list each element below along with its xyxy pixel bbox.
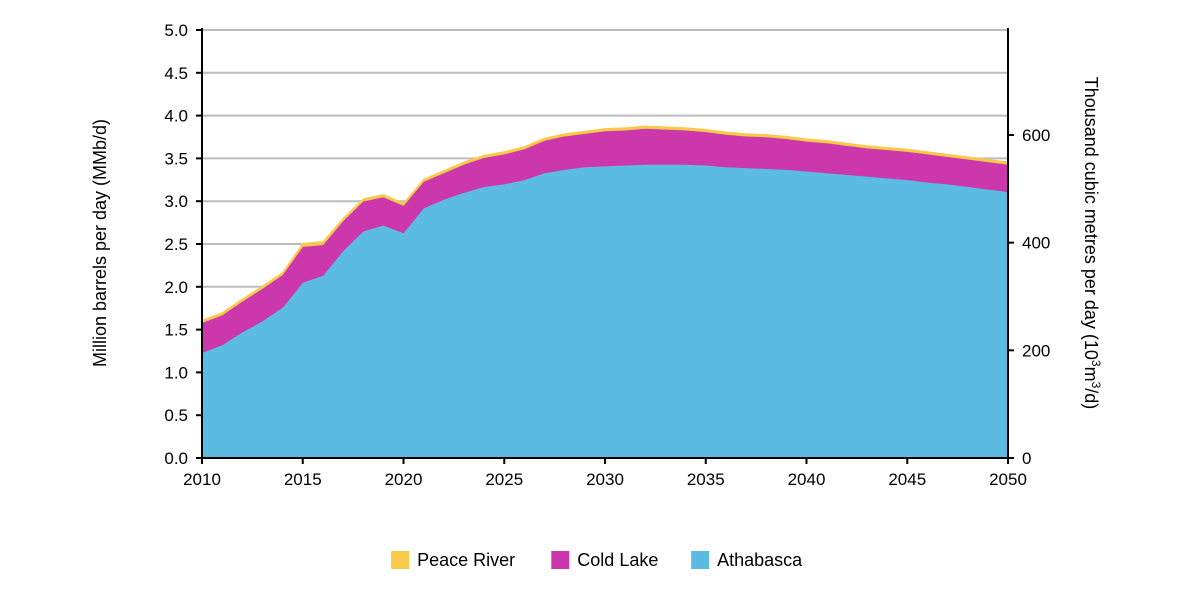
y-axis-ticks: 0.0 0.5 1.0 1.5 2.0 2.5 3.0 3.5 4.0 4.5 5.0 <box>164 21 202 468</box>
y-tick-label: 1.0 <box>164 363 188 382</box>
x-tick-label: 2010 <box>183 470 221 489</box>
y-tick-label: 0.5 <box>164 406 188 425</box>
y-tick-label: 2.0 <box>164 278 188 297</box>
y-tick-label: 5.0 <box>164 21 188 40</box>
y-tick-label: 3.0 <box>164 192 188 211</box>
legend-item-cold-lake: Cold Lake <box>551 550 658 570</box>
legend-swatch <box>391 551 410 569</box>
right-tick-label: 600 <box>1022 126 1050 145</box>
x-tick-label: 2020 <box>385 470 423 489</box>
y-tick-label: 2.5 <box>164 235 188 254</box>
right-tick-label: 0 <box>1022 449 1031 468</box>
y-tick-label: 0.0 <box>164 449 188 468</box>
x-tick-label: 2015 <box>284 470 322 489</box>
legend-label: Peace River <box>417 550 515 570</box>
y-tick-label: 3.5 <box>164 149 188 168</box>
right-axis-title: Thousand cubic metres per day (103​m3​/d… <box>1081 77 1103 410</box>
x-tick-label: 2030 <box>586 470 624 489</box>
legend-item-athabasca: Athabasca <box>691 550 803 570</box>
legend-label: Athabasca <box>717 550 803 570</box>
x-tick-label: 2035 <box>687 470 725 489</box>
x-tick-label: 2045 <box>888 470 926 489</box>
x-tick-label: 2025 <box>485 470 523 489</box>
right-axis-ticks: 0 200 400 600 <box>1008 126 1050 468</box>
y-axis-title: Million barrels per day (MMb/d) <box>90 119 110 367</box>
x-axis-ticks: 2010 2015 2020 2025 2030 2035 2040 2045 2050 <box>183 458 1027 489</box>
legend-label: Cold Lake <box>577 550 658 570</box>
plot-areas <box>201 125 1009 459</box>
y-tick-label: 1.5 <box>164 321 188 340</box>
legend-item-peace-river: Peace River <box>391 550 515 570</box>
legend-swatch <box>551 551 570 569</box>
x-tick-label: 2050 <box>989 470 1027 489</box>
legend-swatch <box>691 551 710 569</box>
y-tick-label: 4.5 <box>164 64 188 83</box>
legend: Peace River Cold Lake Athabasca <box>391 550 803 570</box>
x-tick-label: 2040 <box>788 470 826 489</box>
right-tick-label: 200 <box>1022 341 1050 360</box>
right-tick-label: 400 <box>1022 234 1050 253</box>
area-athabasca <box>201 164 1009 459</box>
y-tick-label: 4.0 <box>164 107 188 126</box>
